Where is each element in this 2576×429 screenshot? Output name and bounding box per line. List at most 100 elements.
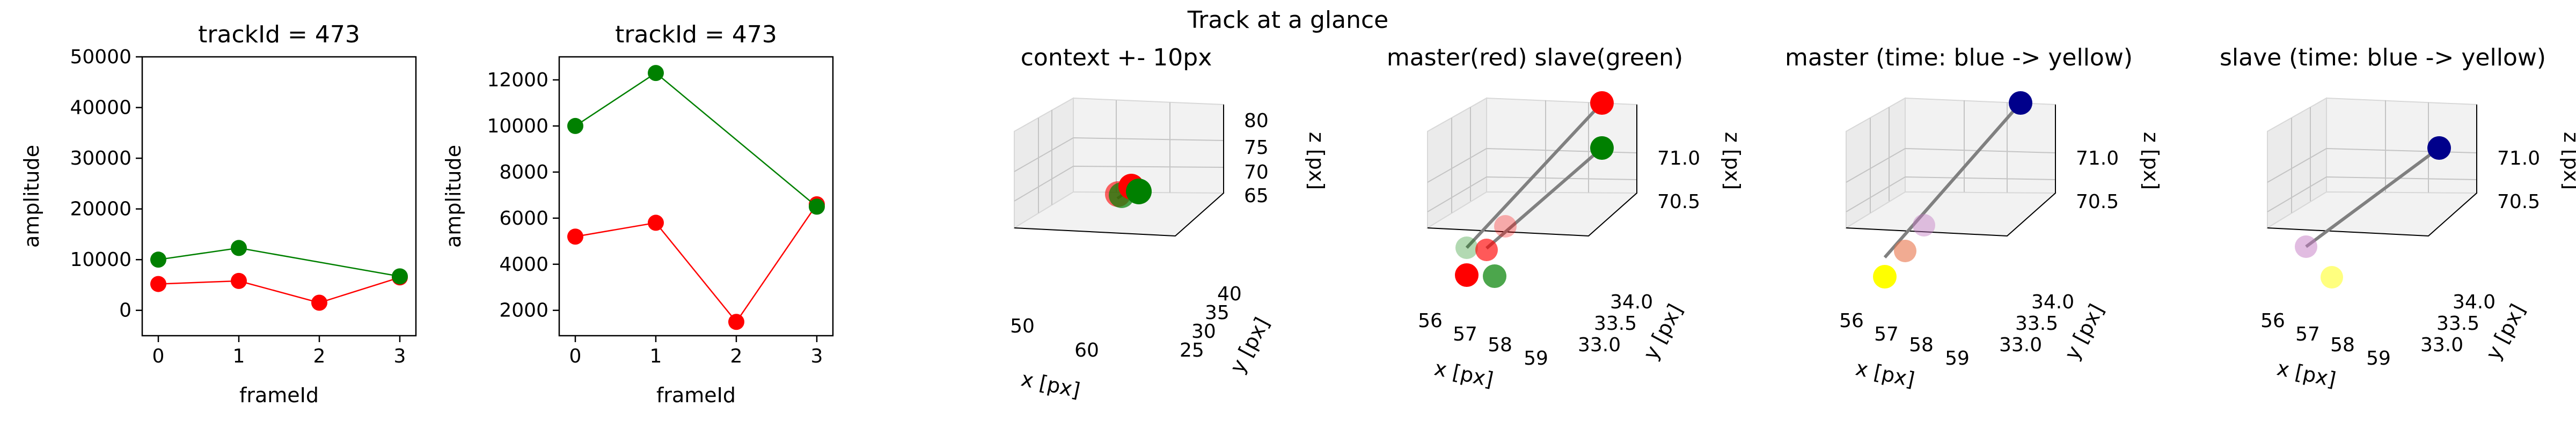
plot1-series-0-line xyxy=(158,277,400,304)
plot5-ztick: 70.5 xyxy=(2076,191,2119,213)
plot4-yticks: 33.0 33.5 34.0 xyxy=(1578,291,1653,356)
plot6-zlabel: z [px] xyxy=(2559,132,2576,190)
plot5-xtick: 57 xyxy=(1874,323,1899,345)
plot2-series xyxy=(567,65,825,330)
plot4-xtick: 58 xyxy=(1488,334,1512,356)
plot5-ztick: 71.0 xyxy=(2076,147,2119,169)
plot4-master-point xyxy=(1475,239,1498,261)
plot6-time-point xyxy=(2295,235,2317,258)
plot2-xlabel: frameId xyxy=(656,383,736,407)
plot1-xlabel: frameId xyxy=(239,383,319,407)
plot1-series-1-point xyxy=(150,252,166,268)
plot2-series-0-point xyxy=(567,228,583,245)
plot6-ytick: 34.0 xyxy=(2453,291,2496,313)
plot3-ytick: 40 xyxy=(1217,283,1242,305)
plot1-frame xyxy=(141,56,417,337)
plot3-xtick: 50 xyxy=(1010,315,1035,337)
plot5-yticks: 33.0 33.5 34.0 xyxy=(1999,291,2074,356)
plot5-time-point xyxy=(1873,265,1897,289)
plot1-ytick-label: 30000 xyxy=(70,147,131,169)
plot5-ytick: 33.0 xyxy=(1999,334,2042,356)
plot1-series-0-point xyxy=(150,276,166,292)
amplitude-plot-2: trackId = 473 0 1 2 3 2000 4000 6000 8000 10000 1… xyxy=(442,21,834,407)
plot3-ylabel: y [px] xyxy=(1225,314,1274,378)
plot2-series-0-point xyxy=(648,214,664,231)
plot6-xlabel: x [px] xyxy=(2275,356,2338,391)
plot4-zlabel: z [px] xyxy=(1721,132,1744,190)
plot1-xticks: 0 1 2 3 xyxy=(152,336,406,367)
plot4-link-line xyxy=(1465,101,1604,249)
plot2-xticks: 0 1 2 3 xyxy=(569,336,823,367)
plot2-title: trackId = 473 xyxy=(615,21,777,48)
plot6-zticks: 70.5 71.0 xyxy=(2497,147,2540,213)
plot1-ytick-label: 10000 xyxy=(70,249,131,271)
plot4-ytick: 33.5 xyxy=(1594,313,1637,335)
plot1-xtick-label: 0 xyxy=(152,345,165,367)
plot4-master-point xyxy=(1455,263,1479,287)
plot6-xticks: 56 57 58 59 xyxy=(2260,310,2391,369)
plot5-time-point xyxy=(1894,240,1916,262)
plot5-ytick: 34.0 xyxy=(2031,291,2074,313)
plot4-xticks: 56 57 58 59 xyxy=(1418,310,1548,369)
plot2-frame xyxy=(558,56,834,337)
plot4-master-point xyxy=(1590,91,1614,115)
plot4-ztick: 71.0 xyxy=(1657,147,1700,169)
figure-suptitle: Track at a glance xyxy=(1187,6,1389,34)
plot1-ytick-label: 20000 xyxy=(70,198,131,220)
plot6-ztick: 71.0 xyxy=(2497,147,2540,169)
plot5-xtick: 56 xyxy=(1839,310,1864,332)
plot2-ytick-label: 4000 xyxy=(499,254,548,276)
plot3-points xyxy=(1105,174,1152,208)
plot1-title: trackId = 473 xyxy=(198,21,360,48)
plot2-ytick-label: 6000 xyxy=(499,208,548,230)
plot4-xtick: 59 xyxy=(1524,347,1548,369)
plot1-ytick-label: 0 xyxy=(119,300,131,322)
plot1-yticks: 0 10000 20000 30000 40000 50000 xyxy=(70,46,142,322)
plot2-xtick-label: 2 xyxy=(730,345,743,367)
plot5-xlabel: x [px] xyxy=(1854,356,1917,391)
plot2-ytick-label: 2000 xyxy=(499,300,548,322)
amplitude-plot-1: trackId = 473 0 1 2 3 0 10000 20000 30000 40000 5… xyxy=(20,21,417,407)
plot1-series-0-point xyxy=(311,294,327,311)
plot2-series-0-point xyxy=(728,314,744,330)
plot3-zlabel: z [px] xyxy=(1305,132,1328,190)
slave-time-3d-plot: slave (time: blue -> yellow) 56 57 58 59… xyxy=(2220,44,2576,391)
plot3-xlabel: x [px] xyxy=(1019,367,1082,402)
plot2-yticks: 2000 4000 6000 8000 10000 12000 xyxy=(487,69,559,322)
plot3-ztick: 80 xyxy=(1244,110,1269,132)
plot2-series-0-line xyxy=(575,204,818,323)
plot2-ytick-label: 12000 xyxy=(487,69,548,91)
plot6-link-line xyxy=(2305,146,2440,248)
plot4-ytick: 33.0 xyxy=(1578,334,1621,356)
plot4-master-point xyxy=(1494,215,1517,238)
plot1-xtick-label: 1 xyxy=(233,345,245,367)
plot4-slave-point xyxy=(1455,236,1478,259)
plot3-title: context +- 10px xyxy=(1021,44,1212,71)
plot1-xtick-label: 2 xyxy=(313,345,326,367)
plot4-ztick: 70.5 xyxy=(1657,191,1700,213)
plot6-points xyxy=(2295,136,2451,289)
plot3-ztick: 70 xyxy=(1244,161,1269,183)
plot6-xtick: 58 xyxy=(2330,334,2355,356)
plot5-xtick: 59 xyxy=(1945,347,1970,369)
plot4-xtick: 57 xyxy=(1453,323,1477,345)
plot1-series xyxy=(150,240,408,311)
master-slave-3d-plot: master(red) slave(green) 56 57 58 59 x [… xyxy=(1387,44,1744,391)
plot3-ytick: 25 xyxy=(1180,339,1204,361)
plot2-series-1-point xyxy=(809,198,825,215)
plot2-series-1-point xyxy=(567,117,583,134)
plot3-xtick: 60 xyxy=(1074,339,1099,361)
plot2-xtick-label: 0 xyxy=(569,345,582,367)
plot4-xlabel: x [px] xyxy=(1432,356,1496,391)
plot2-xtick-label: 1 xyxy=(650,345,662,367)
plot6-title: slave (time: blue -> yellow) xyxy=(2220,44,2546,71)
plot3-yticks: 25 30 35 40 xyxy=(1180,283,1242,361)
plot3-ztick: 75 xyxy=(1244,137,1269,159)
plot3-ytick: 30 xyxy=(1191,321,1216,343)
plot5-ytick: 33.5 xyxy=(2015,313,2058,335)
plot4-zticks: 70.5 71.0 xyxy=(1657,147,1700,213)
plot2-ytick-label: 10000 xyxy=(487,115,548,137)
plot1-ytick-label: 50000 xyxy=(70,46,131,68)
plot3-xticks: 50 60 xyxy=(1010,315,1099,361)
